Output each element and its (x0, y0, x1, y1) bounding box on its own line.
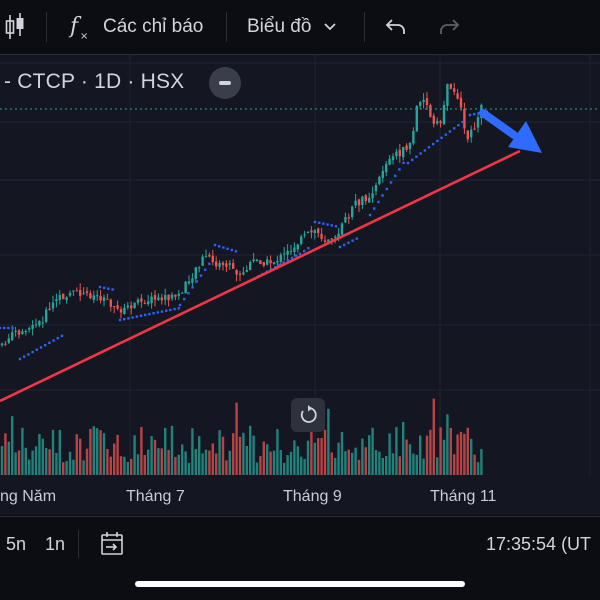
chart-type-button[interactable]: Biểu đồ (247, 0, 337, 54)
reset-icon (300, 405, 317, 423)
undo-button[interactable] (384, 0, 408, 54)
range-1n-button[interactable]: 1n (45, 534, 66, 554)
reset-chart-button[interactable] (291, 398, 325, 432)
toolbar-separator (46, 12, 47, 42)
function-icon: f × (68, 14, 88, 42)
svg-text:×: × (80, 31, 88, 42)
undo-icon (385, 19, 405, 34)
bottom-bar (0, 516, 600, 573)
home-indicator[interactable] (135, 581, 465, 587)
x-axis-label: Tháng 9 (283, 488, 342, 505)
bottom-separator (78, 530, 79, 558)
trend-line[interactable] (0, 149, 521, 403)
collapse-button[interactable] (209, 67, 241, 99)
x-axis-label: ng Năm (0, 488, 57, 505)
chevron-down-icon (324, 23, 337, 31)
date-range-button[interactable] (100, 530, 128, 563)
clock-time[interactable]: 17:35:54 (UT (486, 534, 592, 554)
top-toolbar: f × Các chỉ báo Biểu đồ (0, 0, 600, 55)
calendar-arrow-icon (101, 532, 123, 555)
toolbar-separator (364, 12, 365, 42)
candlestick-icon[interactable] (4, 0, 26, 54)
redo-button[interactable] (437, 0, 461, 54)
candlesticks (0, 82, 483, 347)
arrow-annotation[interactable] (479, 109, 542, 153)
symbol-info[interactable]: - CTCP · 1D · HSX (4, 70, 185, 93)
indicators-label: Các chỉ báo (103, 16, 204, 37)
minus-icon (219, 81, 231, 85)
volume-bars (0, 398, 483, 475)
chart-type-label: Biểu đồ (247, 16, 312, 37)
redo-icon (440, 19, 460, 34)
range-5n-button[interactable]: 5n (6, 534, 27, 554)
price-chart[interactable] (0, 55, 600, 515)
parabolic-sar (0, 110, 488, 361)
x-axis-label: Tháng 7 (126, 488, 185, 505)
indicators-button[interactable]: f × Các chỉ báo (68, 0, 203, 54)
x-axis-label: Tháng 11 (430, 488, 497, 505)
toolbar-separator (226, 12, 227, 42)
